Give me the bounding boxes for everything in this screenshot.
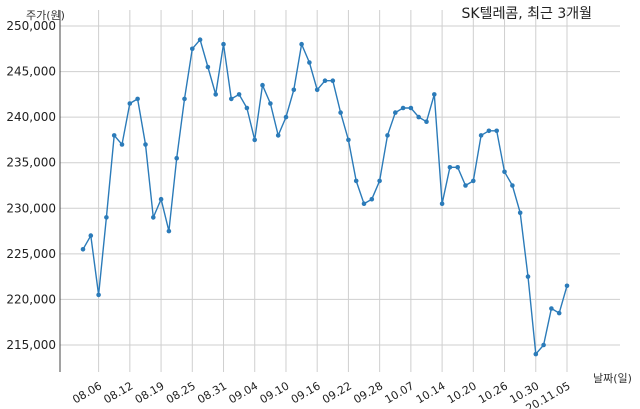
y-tick-label: 230,000 [6,201,56,215]
x-tick-label: 09.04 [226,379,260,406]
data-point [385,133,390,138]
data-point [158,196,164,202]
chart-title: SK텔레콤, 최근 3개월 [462,6,593,22]
data-point [564,283,570,289]
data-point [486,128,492,134]
data-point [439,201,445,206]
data-point [510,183,515,188]
data-point [80,247,86,252]
data-point [268,101,273,106]
data-point [314,87,320,93]
data-point [408,105,414,111]
x-tick-label: 10.14 [414,379,448,406]
data-point [307,60,312,65]
x-tick-label: 08.12 [102,379,136,406]
x-tick-label: 09.28 [351,379,385,406]
data-point [533,351,539,357]
data-point [299,41,304,47]
data-point [330,78,336,83]
data-point [174,155,179,161]
data-point [119,142,125,147]
data-point [96,292,101,298]
data-point [400,105,406,111]
x-tick-labels: 08.0608.1208.1908.2508.3109.0409.1009.16… [70,379,572,409]
data-point [502,169,507,175]
x-tick-label: 10.26 [476,379,510,406]
data-point [244,105,250,111]
data-point [166,228,172,234]
x-tick-label: 09.16 [289,379,323,406]
y-axis-label: 주가(원) [26,9,65,22]
x-tick-label: 09.10 [258,379,292,406]
x-tick-label: 08.31 [195,379,229,406]
data-point [541,342,546,348]
data-point [432,92,437,97]
x-tick-label: 08.19 [133,379,167,406]
data-point [369,196,375,202]
data-point [252,137,257,143]
data-point [361,201,367,206]
data-point [416,114,422,120]
data-point [221,41,226,47]
y-tick-label: 220,000 [6,292,56,306]
y-tick-label: 235,000 [6,156,56,170]
data-point [346,137,351,143]
data-point [229,96,234,102]
y-tick-label: 245,000 [6,65,56,79]
data-point [275,133,281,138]
series-line [82,38,568,356]
data-point [471,178,476,184]
data-point [353,178,359,184]
data-point [283,114,289,120]
grid-layer [60,10,620,372]
data-point [494,128,500,134]
x-axis-label: 날짜(일) [593,371,632,385]
x-tick-label: 08.06 [70,379,104,406]
y-tick-label: 240,000 [6,110,56,124]
data-point [143,142,148,147]
data-point [151,215,156,220]
x-tick-label: 10.20 [445,379,479,406]
data-point [111,133,117,138]
data-point [338,110,343,115]
data-point [104,215,109,220]
data-point [135,96,140,102]
data-point [197,37,203,42]
data-point [377,178,382,184]
y-tick-labels: 250,000 245,000 240,000 235,000 230,000 225,0… [6,19,56,352]
x-tick-label: 10.07 [383,379,417,406]
data-point [455,165,461,170]
y-tick-label: 250,000 [6,19,56,33]
data-point [549,306,554,311]
x-tick-label: 09.22 [320,379,354,406]
x-tick-label: 08.25 [164,379,198,406]
data-point [260,82,265,88]
data-point [213,92,218,97]
data-point [182,96,187,102]
data-point [127,101,133,106]
data-point [447,165,453,170]
data-point [236,92,242,97]
data-point [322,78,328,83]
data-point [205,64,211,70]
series-layer [80,37,570,357]
data-point [525,274,531,279]
y-tick-label: 225,000 [6,247,56,261]
y-tick-label: 215,000 [6,338,56,352]
data-point [463,183,468,188]
data-point [190,46,195,52]
data-point [424,119,429,124]
data-point [517,210,523,216]
data-point [291,87,297,93]
data-point [393,110,398,115]
data-point [478,133,484,138]
data-point [88,233,94,238]
data-point [556,310,562,316]
